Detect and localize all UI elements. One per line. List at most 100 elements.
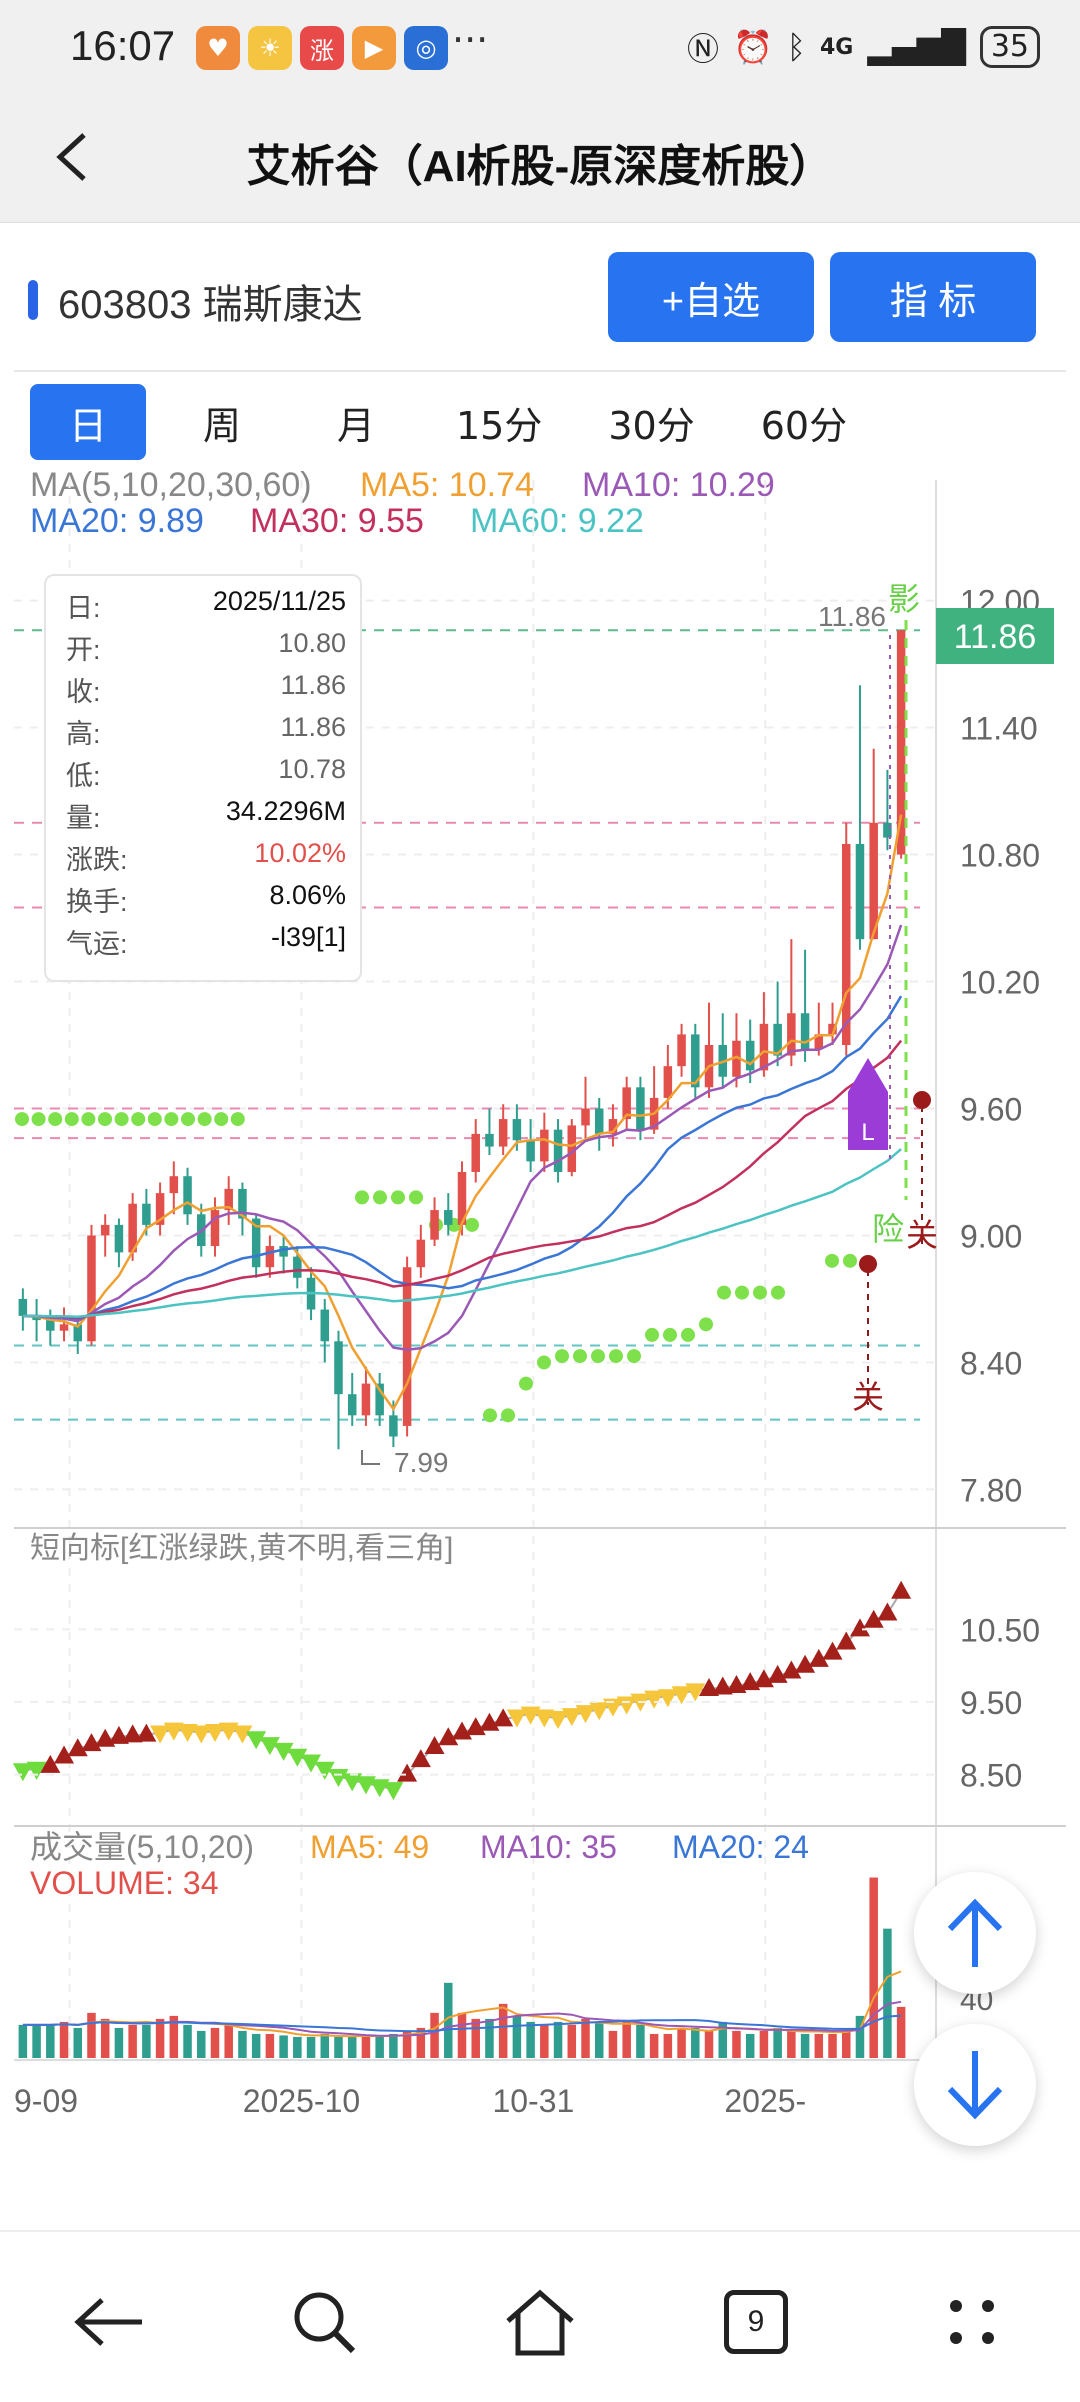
tab-60min[interactable]: 60分 [760,403,848,448]
candle-body [567,1125,577,1172]
indicator-triangle [424,1736,445,1755]
candle-body [142,1203,151,1225]
kline-chart[interactable]: MA(5,10,20,30,60) MA5: 10.74 MA10: 10.29… [0,460,1080,2230]
price-tick-label: 10.80 [960,838,1040,874]
candle-body [59,1324,69,1331]
indicator-triangle [287,1748,308,1767]
candle-body [375,1383,384,1416]
signal-icon: 4G [820,34,854,60]
stock-notification-icon: 涨 [300,26,344,70]
nav-home-button[interactable] [490,2272,590,2372]
price-tick-label: 11.40 [960,711,1038,747]
tab-week[interactable]: 周 [202,403,241,448]
indicator-triangle [877,1602,898,1621]
title-bar: 艾析谷（AI析股-原深度析股） [0,96,1080,223]
volume-bar [540,2024,549,2058]
signal-dot [31,1112,46,1127]
indicator-tick-label: 10.50 [960,1612,1040,1648]
tab-day[interactable]: 日 [30,384,146,460]
tab-30min[interactable]: 30分 [608,403,695,448]
indicator-triangle [699,1677,720,1696]
price-tick-label: 10.20 [960,965,1040,1001]
candle-body [636,1087,645,1130]
volume-bar [32,2024,41,2058]
info-row-close: 收: 11.86 [66,670,346,707]
ma60-value: MA60: 9.22 [470,502,644,540]
volume-bar [471,2018,480,2058]
date-tick-label: 2025- [724,2083,806,2119]
candle-body [293,1256,302,1278]
candle-body [46,1320,55,1331]
tab-month[interactable]: 月 [336,403,375,448]
indicator-triangle [177,1724,198,1743]
candle-body [389,1415,398,1437]
indicator-triangle [644,1690,665,1709]
ma20-line [22,995,903,1320]
scroll-down-button[interactable] [914,2024,1036,2146]
signal-dot [645,1327,659,1342]
indicator-tick-label: 9.50 [960,1685,1022,1721]
volume-bar [485,2018,494,2058]
volume-bar [828,2033,837,2058]
nav-back-button[interactable] [58,2272,158,2372]
volume-bar [389,2033,398,2058]
candle-body [155,1193,165,1225]
close-signal-label-2: 关 [906,1217,938,1253]
indicator-triangle [657,1689,678,1708]
indicator-triangle [397,1763,418,1782]
volume-bar [814,2033,824,2058]
nav-tabs-button[interactable]: 9 [706,2272,806,2372]
indicator-triangle [150,1725,171,1744]
indicator-triangle [891,1580,912,1599]
volume-bar [787,2030,796,2058]
nav-search-button[interactable] [274,2272,374,2372]
signal-dot [131,1112,146,1127]
volume-ma10: MA10: 35 [480,1829,617,1865]
indicator-triangle [136,1723,157,1742]
candles [18,630,906,1450]
signal-dot [735,1285,749,1300]
indicator-triangle [410,1749,431,1768]
volume-bar [636,2024,645,2058]
volume-bar [279,2035,288,2058]
candle-body [444,1210,453,1225]
volume-bar [73,2027,83,2058]
signal-dot [181,1112,195,1127]
candle-body [512,1119,522,1141]
weather-notification-icon: ☀ [248,26,292,70]
volume-bar [430,2012,439,2058]
bottom-nav: 9 [0,2230,1080,2402]
indicator-button[interactable]: 指 标 [830,252,1036,342]
tab-15min[interactable]: 15分 [456,403,543,448]
candle-body [553,1129,563,1172]
volume-bar [594,2021,604,2058]
candle-body [814,1034,824,1050]
volume-bar [265,2033,275,2058]
candle-body [691,1034,700,1088]
candle-body [251,1218,261,1268]
back-button[interactable] [28,112,118,202]
indicator-triangle [808,1648,829,1667]
volume-bar [59,2021,69,2058]
indicator-triangle [204,1724,225,1743]
indicator-triangle [506,1709,527,1728]
arrow-up-icon [947,1898,1003,1967]
signal-dot [230,1112,245,1127]
scroll-up-button[interactable] [914,1872,1036,1994]
volume-bars [18,1877,906,2058]
date-tick-label: 9-09 [14,2083,78,2119]
date-tick-label: 10-31 [492,2083,574,2119]
volume-bar [553,2021,563,2058]
candle-body [128,1203,137,1253]
add-watchlist-button[interactable]: +自选 [608,252,814,342]
indicator-triangle [493,1708,514,1727]
signal-dot [48,1112,63,1127]
info-row-turnover: 换手: 8.06% [66,880,346,917]
candle-body [87,1235,96,1342]
candle-body [540,1129,549,1162]
volume-bar [567,2024,577,2058]
nav-menu-button[interactable] [922,2272,1022,2372]
candle-body [416,1239,426,1268]
signal-dot [391,1190,405,1205]
